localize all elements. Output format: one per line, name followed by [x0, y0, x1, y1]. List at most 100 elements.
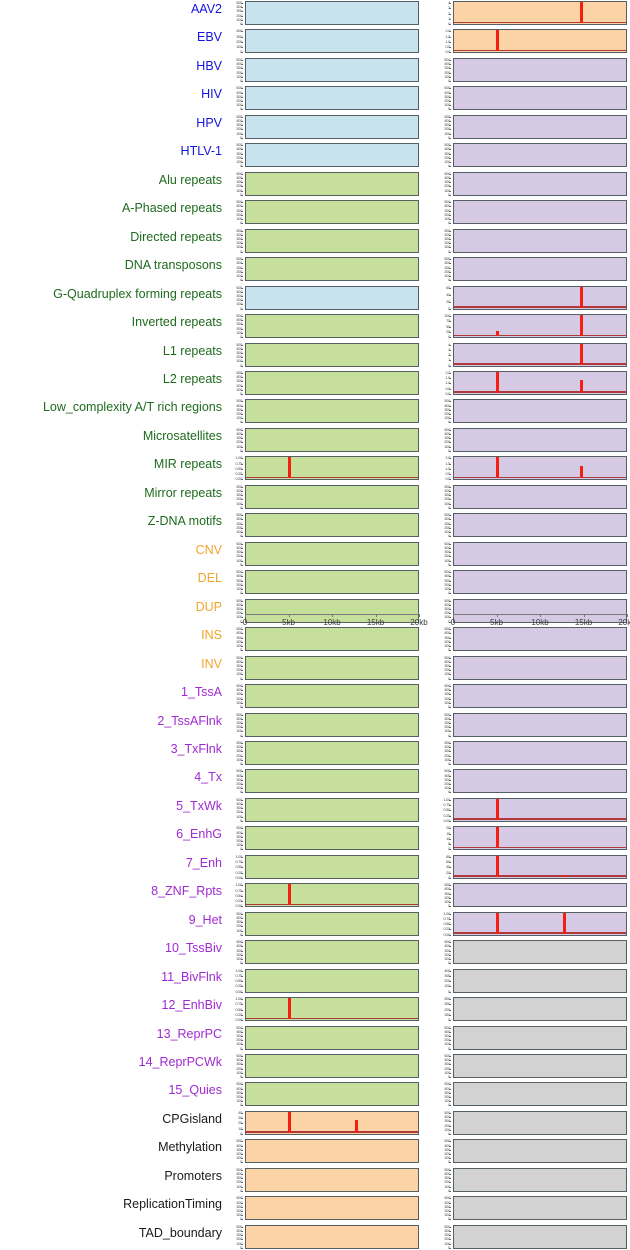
track-plot-area[interactable]	[453, 968, 627, 993]
track-plot-area[interactable]	[245, 342, 419, 367]
track-plot-area[interactable]	[245, 370, 419, 395]
track-plot-area[interactable]	[245, 257, 419, 282]
track-plot-area[interactable]	[245, 484, 419, 509]
track-plot-area[interactable]	[245, 541, 419, 566]
track-plot-area[interactable]	[453, 1, 627, 25]
track-plot-area[interactable]	[453, 57, 627, 82]
track-row[interactable]: 0.00 0.25 0.50 0.75 1.00	[226, 456, 422, 481]
track-plot-area[interactable]	[453, 940, 627, 965]
track-plot-area[interactable]	[245, 740, 419, 765]
track-plot-area[interactable]	[245, 1196, 419, 1221]
track-plot-area[interactable]	[245, 684, 419, 709]
track-plot-area[interactable]	[453, 1110, 627, 1135]
track-plot-area[interactable]	[245, 570, 419, 595]
track-plot-area[interactable]	[453, 314, 627, 339]
track-plot-area[interactable]	[245, 655, 419, 680]
track-plot-area[interactable]	[245, 1054, 419, 1079]
track-row[interactable]: 0.00 0.25 0.50 0.75 1.00	[226, 854, 422, 879]
track-plot-area[interactable]	[245, 854, 419, 879]
track-row[interactable]: 010203040	[226, 1110, 422, 1135]
right-track-panel[interactable]: 012340.00.51.01.52.001002003004005000100…	[434, 0, 630, 1250]
track-plot-area[interactable]	[245, 997, 419, 1022]
track-plot-area[interactable]	[453, 86, 627, 111]
track-plot-area[interactable]	[245, 285, 419, 310]
track-plot-area[interactable]	[245, 143, 419, 168]
track-plot-area[interactable]	[245, 598, 419, 623]
track-plot-area[interactable]	[453, 997, 627, 1022]
track-row[interactable]: 0.0 0.5 1.0 1.5 2.0	[434, 456, 630, 481]
track-plot-area[interactable]	[453, 1167, 627, 1192]
track-plot-area[interactable]	[245, 1, 419, 25]
track-plot-area[interactable]	[245, 114, 419, 139]
track-plot-area[interactable]	[245, 1110, 419, 1135]
track-plot-area[interactable]	[245, 314, 419, 339]
track-plot-area[interactable]	[245, 29, 419, 54]
track-plot-area[interactable]	[453, 712, 627, 737]
track-plot-area[interactable]	[453, 285, 627, 310]
track-plot-area[interactable]	[453, 911, 627, 936]
track-plot-area[interactable]	[453, 570, 627, 595]
track-plot-area[interactable]	[245, 883, 419, 908]
track-plot-area[interactable]	[245, 171, 419, 196]
track-plot-area[interactable]	[453, 627, 627, 652]
track-plot-area[interactable]	[245, 911, 419, 936]
track-plot-area[interactable]	[453, 171, 627, 196]
track-plot-area[interactable]	[453, 541, 627, 566]
track-row[interactable]: 0.00 0.25 0.50 0.75 1.00	[226, 997, 422, 1022]
track-plot-area[interactable]	[245, 513, 419, 538]
track-plot-area[interactable]	[453, 684, 627, 709]
track-plot-area[interactable]	[245, 1025, 419, 1050]
track-plot-area[interactable]	[453, 655, 627, 680]
track-plot-area[interactable]	[245, 86, 419, 111]
track-plot-area[interactable]	[245, 228, 419, 253]
track-plot-area[interactable]	[453, 200, 627, 225]
track-row[interactable]: 0.00 0.25 0.50 0.75 1.00	[226, 968, 422, 993]
track-plot-area[interactable]	[245, 1139, 419, 1164]
track-plot-area[interactable]	[245, 1167, 419, 1192]
track-plot-area[interactable]	[245, 968, 419, 993]
track-plot-area[interactable]	[453, 1082, 627, 1107]
track-row[interactable]: 0.00 0.25 0.50 0.75 1.00	[226, 883, 422, 908]
